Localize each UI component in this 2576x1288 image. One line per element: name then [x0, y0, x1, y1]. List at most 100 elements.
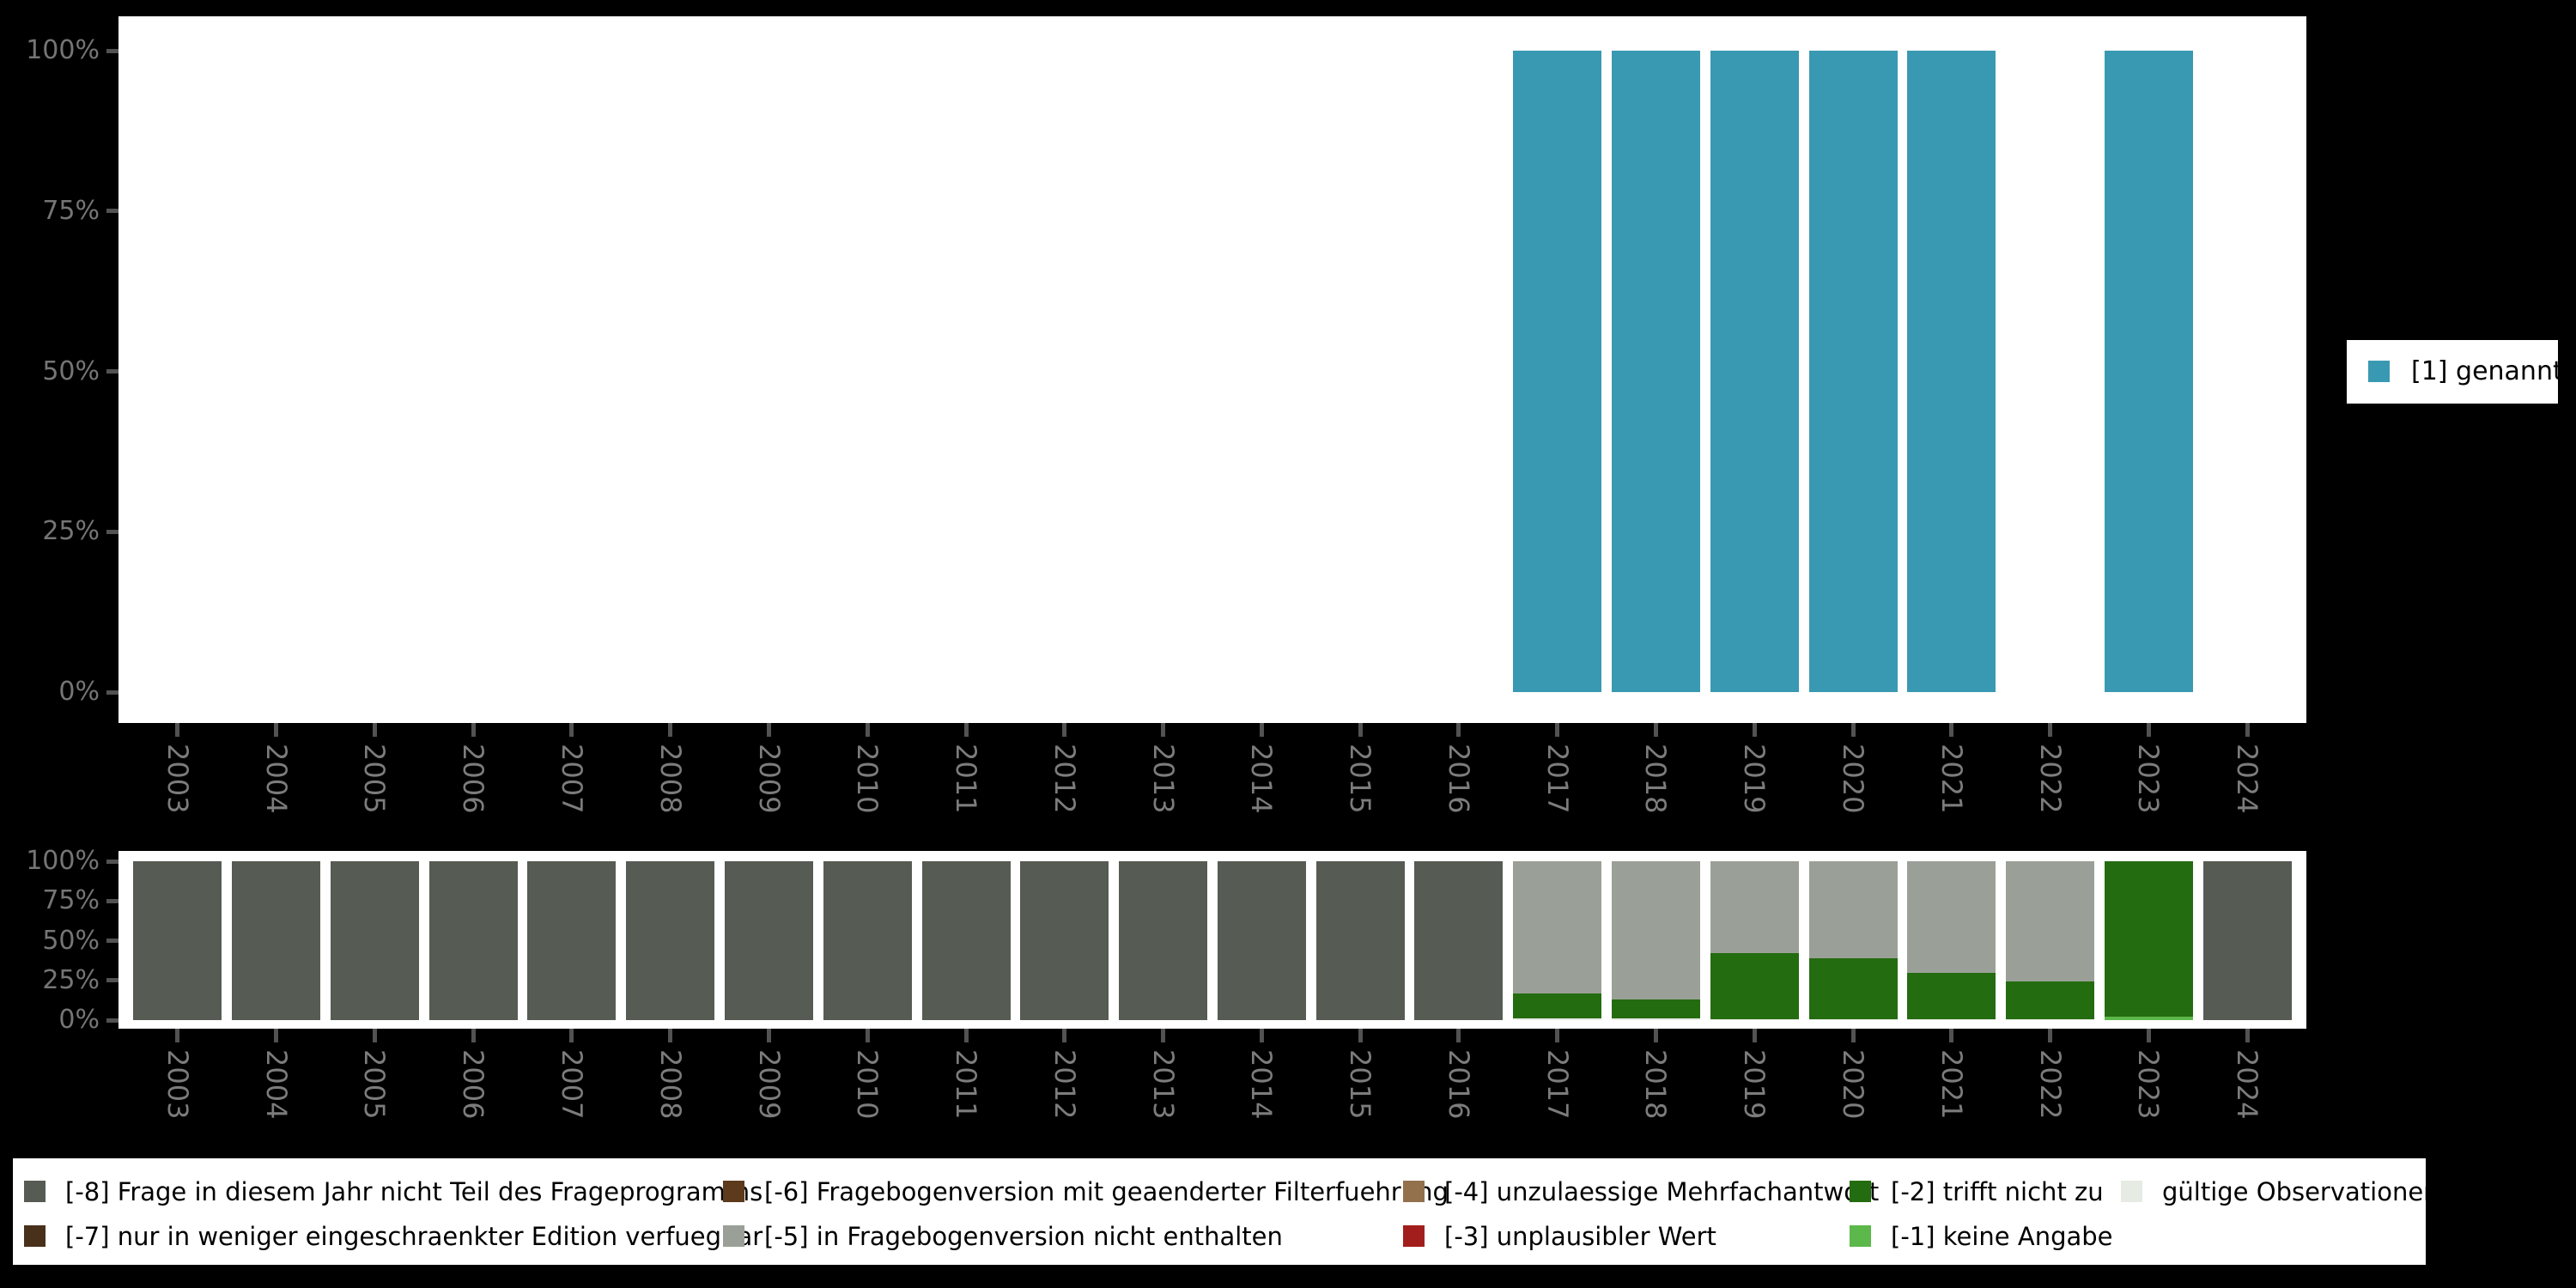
x-axis-year-label-top-2018: 2018: [1639, 744, 1673, 814]
stack-segment-2022-m2: [2006, 981, 2095, 1020]
x-axis-tick-top-2014: [1259, 723, 1264, 737]
x-axis-year-label-bot-2009: 2009: [752, 1049, 786, 1120]
valid-legend-swatch: [2121, 1181, 2142, 1202]
stack-segment-2008-m8: [626, 861, 715, 1020]
y-axis-tick-bot-50: [106, 939, 118, 943]
x-axis-tick-top-2004: [274, 723, 279, 737]
stack-segment-2015-m8: [1315, 861, 1405, 1020]
m2-legend-swatch: [1850, 1181, 1871, 1202]
x-axis-tick-bot-2015: [1358, 1029, 1363, 1042]
x-axis-year-label-top-2008: 2008: [653, 744, 687, 814]
x-axis-tick-top-2016: [1456, 723, 1461, 737]
x-axis-year-label-bot-2013: 2013: [1146, 1049, 1180, 1120]
stack-segment-2012-m8: [1020, 861, 1109, 1020]
x-axis-year-label-top-2009: 2009: [752, 744, 786, 814]
x-axis-year-label-top-2022: 2022: [2033, 744, 2067, 814]
x-axis-year-label-bot-2015: 2015: [1344, 1049, 1377, 1120]
x-axis-tick-top-2022: [2048, 723, 2053, 737]
m1-legend-label: [-1] keine Angabe: [1891, 1222, 2113, 1251]
x-axis-year-label-bot-2012: 2012: [1048, 1049, 1081, 1120]
x-axis-tick-bot-2004: [274, 1029, 279, 1042]
x-axis-tick-top-2021: [1949, 723, 1954, 737]
x-axis-tick-bot-2016: [1456, 1029, 1461, 1042]
x-axis-year-label-top-2024: 2024: [2231, 744, 2264, 814]
y-axis-tick-bot-75: [106, 898, 118, 903]
x-axis-year-label-top-2019: 2019: [1738, 744, 1771, 814]
stack-segment-2005-m8: [330, 861, 419, 1020]
m7-legend-label: [-7] nur in weniger eingeschraenkter Edi…: [65, 1222, 763, 1251]
x-axis-tick-top-2013: [1161, 723, 1166, 737]
stack-segment-2011-m8: [921, 861, 1011, 1020]
x-axis-tick-top-2019: [1752, 723, 1757, 737]
y-axis-tick-top-25: [106, 529, 118, 534]
right-legend: [1] genannt: [2347, 340, 2563, 404]
x-axis-year-label-top-2020: 2020: [1837, 744, 1870, 814]
x-axis-year-label-bot-2020: 2020: [1837, 1049, 1870, 1120]
stack-segment-2004-m8: [232, 861, 321, 1020]
x-axis-year-label-bot-2005: 2005: [358, 1049, 392, 1120]
x-axis-tick-top-2024: [2245, 723, 2250, 737]
x-axis-year-label-top-2015: 2015: [1344, 744, 1377, 814]
stack-segment-2023-m1: [2104, 1017, 2193, 1020]
stack-segment-2021-m2: [1907, 973, 1996, 1020]
x-axis-tick-bot-2011: [963, 1029, 969, 1042]
x-axis-year-label-top-2003: 2003: [161, 744, 194, 814]
x-axis-year-label-bot-2004: 2004: [259, 1049, 293, 1120]
bottom-chart-plot-area: [118, 851, 2306, 1029]
x-axis-tick-top-2007: [569, 723, 574, 737]
x-axis-year-label-bot-2008: 2008: [653, 1049, 687, 1120]
x-axis-tick-top-2003: [175, 723, 180, 737]
stack-segment-2021-valid: [1907, 1019, 1996, 1020]
y-axis-label-bot-25: 25%: [42, 964, 100, 995]
x-axis-tick-top-2008: [668, 723, 673, 737]
x-axis-year-label-bot-2010: 2010: [851, 1049, 884, 1120]
top-bar-2018: [1611, 51, 1700, 692]
x-axis-tick-bot-2008: [668, 1029, 673, 1042]
x-axis-tick-top-2011: [963, 723, 969, 737]
top-bar-2020: [1808, 51, 1898, 692]
genannt-legend-swatch: [2368, 361, 2390, 382]
stack-segment-2024-m8: [2202, 861, 2292, 1020]
x-axis-year-label-bot-2021: 2021: [1935, 1049, 1968, 1120]
stack-segment-2019-m5: [1710, 861, 1799, 954]
x-axis-year-label-bot-2024: 2024: [2231, 1049, 2264, 1120]
stack-segment-2009-m8: [725, 861, 813, 1020]
stack-segment-2014-m8: [1217, 861, 1306, 1020]
m6-legend-label: [-6] Fragebogenversion mit geaenderter F…: [764, 1177, 1449, 1206]
x-axis-year-label-bot-2019: 2019: [1738, 1049, 1771, 1120]
x-axis-tick-bot-2022: [2048, 1029, 2053, 1042]
x-axis-tick-top-2006: [471, 723, 476, 737]
m3-legend-label: [-3] unplausibler Wert: [1444, 1222, 1716, 1251]
x-axis-year-label-top-2017: 2017: [1540, 744, 1574, 814]
bottom-legend: [-8] Frage in diesem Jahr nicht Teil des…: [13, 1158, 2439, 1265]
x-axis-year-label-top-2023: 2023: [2132, 744, 2166, 814]
x-axis-tick-top-2023: [2146, 723, 2151, 737]
stack-segment-2010-m8: [823, 861, 912, 1020]
x-axis-tick-bot-2021: [1949, 1029, 1954, 1042]
stack-segment-2003-m8: [133, 861, 222, 1020]
x-axis-year-label-top-2011: 2011: [950, 744, 983, 814]
y-axis-tick-top-0: [106, 690, 118, 695]
m8-legend-label: [-8] Frage in diesem Jahr nicht Teil des…: [65, 1177, 763, 1206]
top-bar-2017: [1513, 51, 1602, 692]
stack-segment-2020-m5: [1808, 861, 1898, 958]
x-axis-year-label-bot-2011: 2011: [950, 1049, 983, 1120]
x-axis-tick-bot-2017: [1555, 1029, 1560, 1042]
top-bar-2023: [2104, 51, 2193, 692]
y-axis-label-top-0: 0%: [58, 677, 100, 707]
x-axis-tick-top-2015: [1358, 723, 1363, 737]
stack-segment-2021-m5: [1907, 861, 1996, 974]
x-axis-tick-bot-2007: [569, 1029, 574, 1042]
x-axis-tick-top-2020: [1850, 723, 1856, 737]
x-axis-year-label-top-2021: 2021: [1935, 744, 1968, 814]
y-axis-label-bot-75: 75%: [42, 885, 100, 916]
x-axis-year-label-top-2007: 2007: [555, 744, 588, 814]
top-chart-plot-area: [118, 16, 2306, 723]
m6-legend-swatch: [723, 1181, 744, 1202]
x-axis-year-label-bot-2007: 2007: [555, 1049, 588, 1120]
x-axis-tick-top-2012: [1062, 723, 1067, 737]
stack-segment-2019-valid: [1710, 1019, 1799, 1020]
m3-legend-swatch: [1403, 1225, 1425, 1247]
x-axis-tick-top-2018: [1653, 723, 1658, 737]
